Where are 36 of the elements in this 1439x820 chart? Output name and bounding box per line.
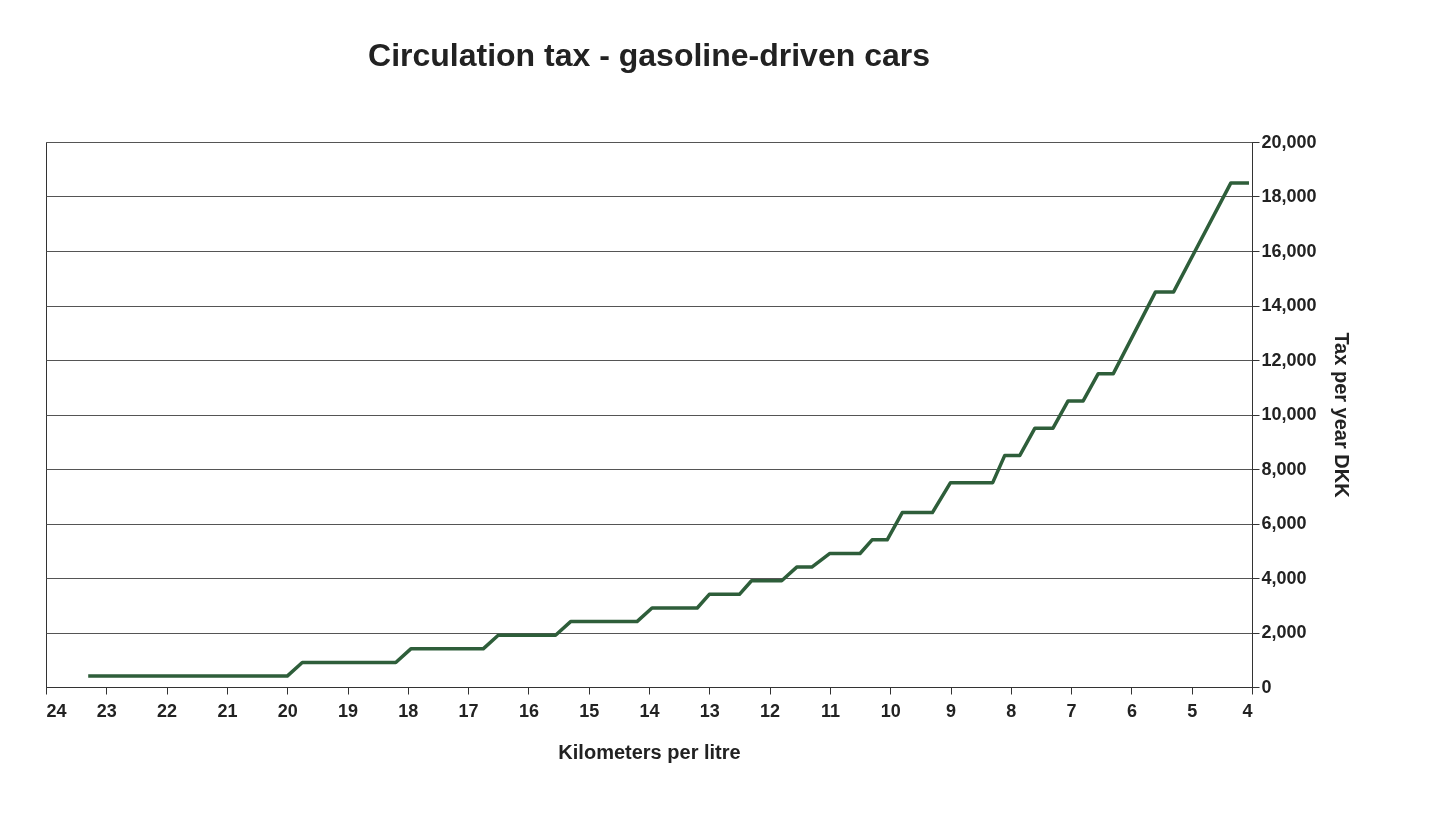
x-axis-title: Kilometers per litre <box>558 740 741 763</box>
x-tick-label: 10 <box>880 700 901 721</box>
x-tick-label: 6 <box>1126 700 1137 721</box>
x-tick-label: 18 <box>398 700 419 721</box>
y-tick-label: 4,000 <box>1261 567 1307 588</box>
y-tick-label: 16,000 <box>1261 240 1317 261</box>
x-tick-label: 24 <box>46 700 67 721</box>
x-tick-label: 4 <box>1242 700 1253 721</box>
x-tick-label: 9 <box>945 700 957 721</box>
x-tick-label: 5 <box>1187 700 1198 721</box>
x-tick-label: 8 <box>1006 700 1017 721</box>
x-tick-label: 14 <box>639 700 660 721</box>
x-tick-label: 17 <box>458 700 479 721</box>
x-tick-label: 22 <box>157 700 178 721</box>
y-tick-label: 14,000 <box>1261 295 1317 315</box>
y-tick-label: 6,000 <box>1261 513 1307 533</box>
x-tick-label: 16 <box>518 700 539 721</box>
y-tick-label: 0 <box>1261 676 1272 697</box>
y-tick-label: 20,000 <box>1261 131 1317 152</box>
y-tick-label: 2,000 <box>1261 622 1307 642</box>
x-tick-label: 19 <box>337 700 359 721</box>
y-tick-label: 18,000 <box>1261 186 1317 206</box>
x-tick-label: 12 <box>760 700 781 721</box>
y-tick-label: 10,000 <box>1261 404 1317 424</box>
line-series <box>86 181 1251 678</box>
x-tick-label: 23 <box>96 700 117 721</box>
x-tick-label: 13 <box>699 700 720 721</box>
x-tick-label: 20 <box>277 700 298 721</box>
y-tick-label: 8,000 <box>1261 458 1307 479</box>
y-tick-label: 12,000 <box>1261 349 1317 370</box>
chart-title: Circulation tax - gasoline-driven cars <box>368 37 930 73</box>
x-tick-label: 21 <box>217 700 238 721</box>
x-tick-label: 11 <box>820 700 840 721</box>
x-tick-label: 15 <box>579 700 600 721</box>
y-axis-title: Tax per year DKK <box>1330 332 1353 499</box>
x-tick-label: 7 <box>1066 700 1077 721</box>
